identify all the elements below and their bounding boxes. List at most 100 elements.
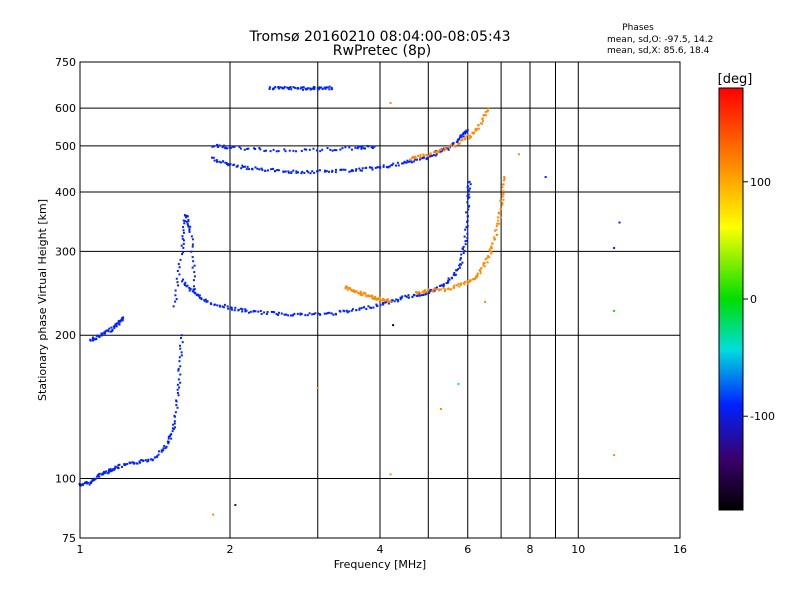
- echo-point: [227, 163, 230, 166]
- echo-point: [115, 322, 118, 325]
- echo-point: [191, 245, 194, 248]
- echo-point: [373, 296, 376, 299]
- echo-point: [175, 404, 178, 407]
- echo-point: [258, 168, 261, 171]
- echo-point: [309, 88, 312, 91]
- echo-point: [179, 373, 182, 376]
- echo-point: [226, 305, 229, 308]
- echo-point: [431, 290, 434, 293]
- echo-point: [480, 267, 483, 270]
- echo-point: [236, 164, 239, 167]
- echo-point: [90, 481, 93, 484]
- outlier-point: [613, 309, 616, 312]
- echo-point: [283, 148, 286, 151]
- echo-point: [442, 284, 445, 287]
- echo-point: [105, 329, 108, 332]
- echo-point: [466, 282, 469, 285]
- echo-point: [355, 168, 358, 171]
- echo-point: [347, 287, 350, 290]
- echo-point: [108, 469, 111, 472]
- echo-point: [282, 87, 285, 90]
- echo-point: [408, 158, 411, 161]
- echo-point: [502, 190, 505, 193]
- echo-point: [249, 310, 252, 313]
- echo-point: [246, 165, 249, 168]
- echo-point: [369, 306, 372, 309]
- echo-point: [282, 170, 285, 173]
- y-axis-label: Stationary phase Virtual Height [km]: [36, 199, 49, 401]
- echo-point: [348, 310, 351, 313]
- echo-point: [182, 239, 185, 242]
- y-tick-label: 500: [55, 140, 76, 153]
- echo-point: [188, 230, 191, 233]
- echo-point: [417, 292, 420, 295]
- echo-point: [453, 284, 456, 287]
- echo-point: [180, 244, 183, 247]
- echo-point: [495, 225, 498, 228]
- echo-point: [381, 299, 384, 302]
- echo-point: [213, 159, 216, 162]
- echo-point: [453, 274, 456, 277]
- chart-title: Tromsø 20160210 08:04:00-08:05:43: [249, 29, 511, 45]
- echo-point: [187, 224, 190, 227]
- echo-point: [321, 148, 324, 151]
- echo-point: [300, 312, 303, 315]
- echo-point: [497, 211, 500, 214]
- echo-point: [342, 168, 345, 171]
- echo-point: [383, 299, 386, 302]
- outlier-point: [439, 407, 442, 410]
- echo-point: [93, 478, 96, 481]
- echo-point: [309, 87, 312, 90]
- echo-point: [187, 218, 190, 221]
- echo-point: [411, 161, 414, 164]
- echo-point: [360, 169, 363, 172]
- echo-point: [445, 281, 448, 284]
- echo-point: [501, 203, 504, 206]
- echo-point: [444, 288, 447, 291]
- echo-point: [447, 280, 450, 283]
- echo-point: [482, 262, 485, 265]
- echo-point: [438, 148, 441, 151]
- echo-point: [456, 139, 459, 142]
- echo-point: [364, 167, 367, 170]
- y-tick-label: 600: [55, 102, 76, 115]
- echo-point: [234, 306, 237, 309]
- echo-point: [464, 240, 467, 243]
- echo-point: [254, 148, 257, 151]
- echo-point: [345, 309, 348, 312]
- echo-point: [440, 284, 443, 287]
- echo-point: [299, 312, 302, 315]
- echo-point: [91, 336, 94, 339]
- echo-point: [447, 148, 450, 151]
- echo-point: [88, 483, 91, 486]
- echo-point: [460, 253, 463, 256]
- echo-point: [239, 307, 242, 310]
- echo-point: [181, 341, 184, 344]
- echo-point: [495, 228, 498, 231]
- echo-point: [344, 146, 347, 149]
- echo-point: [292, 314, 295, 317]
- echo-point: [358, 307, 361, 310]
- echo-point: [284, 150, 287, 153]
- echo-point: [313, 313, 316, 316]
- echo-point: [146, 460, 149, 463]
- echo-point: [346, 286, 349, 289]
- echo-point: [182, 231, 185, 234]
- echo-point: [447, 277, 450, 280]
- echo-point: [493, 236, 496, 239]
- echo-point: [376, 298, 379, 301]
- echo-point: [218, 144, 221, 147]
- echo-point: [428, 291, 431, 294]
- echo-point: [363, 291, 366, 294]
- echo-point: [478, 269, 481, 272]
- echo-point: [402, 162, 405, 165]
- echo-point: [233, 309, 236, 312]
- echo-point: [230, 308, 233, 311]
- echo-point: [485, 257, 488, 260]
- echo-point: [465, 239, 468, 242]
- echo-point: [275, 312, 278, 315]
- echo-point: [352, 289, 355, 292]
- x-tick-label: 6: [464, 543, 471, 556]
- echo-point: [109, 468, 112, 471]
- echo-point: [300, 149, 303, 152]
